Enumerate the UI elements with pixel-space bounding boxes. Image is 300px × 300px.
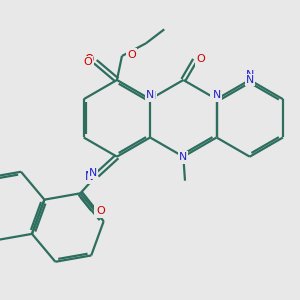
Text: O: O [95,205,104,218]
Text: N: N [179,153,188,163]
Text: N: N [179,152,188,162]
Text: N: N [146,90,154,100]
Text: O: O [128,50,136,60]
Text: N: N [148,91,156,101]
Text: N: N [246,75,254,85]
Text: O: O [196,54,206,64]
Text: N: N [211,91,219,101]
Text: N: N [212,90,221,100]
Text: O: O [84,53,93,67]
Text: O: O [196,53,206,67]
Text: O: O [127,49,136,62]
Text: O: O [96,206,105,216]
Text: N: N [245,70,254,80]
Text: N: N [89,168,97,178]
Text: N: N [85,170,94,183]
Text: O: O [84,57,92,67]
